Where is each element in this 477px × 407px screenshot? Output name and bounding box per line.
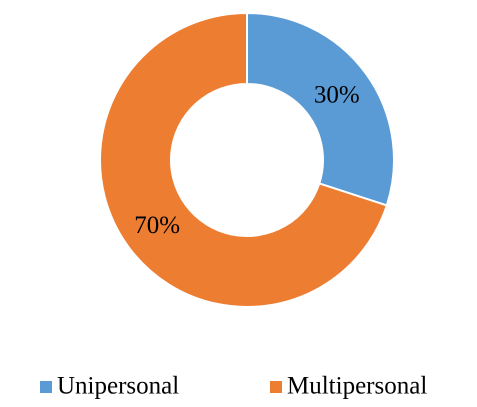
legend-swatch: [270, 381, 282, 393]
donut-slice: [99, 11, 389, 308]
data-label: 30%: [314, 81, 360, 108]
legend-swatch: [40, 381, 52, 393]
data-label: 70%: [134, 212, 180, 239]
legend-label: Multipersonal: [287, 373, 427, 400]
legend-label: Unipersonal: [57, 373, 179, 400]
donut-slice: [246, 11, 395, 207]
